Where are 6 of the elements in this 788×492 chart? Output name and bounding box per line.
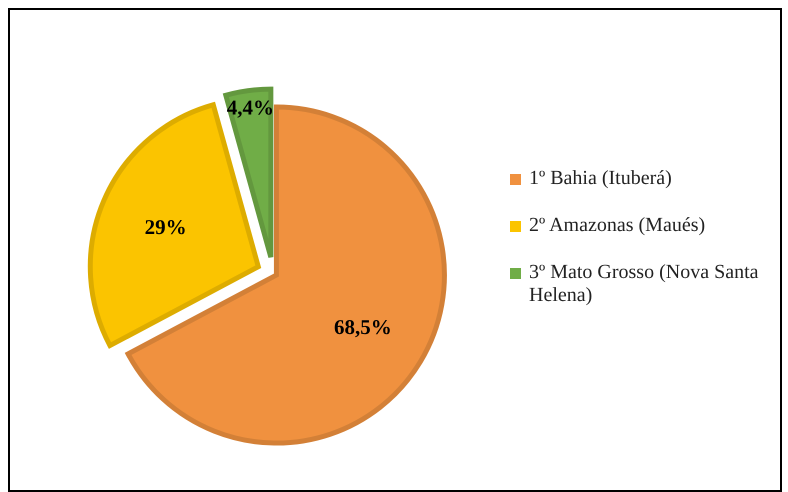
- data-label: 68,5%: [334, 314, 392, 339]
- legend-label: 2º Amazonas (Maués): [529, 214, 706, 237]
- data-label: 4,4%: [226, 95, 274, 120]
- data-label: 29%: [144, 214, 187, 239]
- legend-label: 1º Bahia (Ituberá): [529, 167, 672, 190]
- legend-label: 3º Mato Grosso (Nova Santa Helena): [529, 261, 760, 307]
